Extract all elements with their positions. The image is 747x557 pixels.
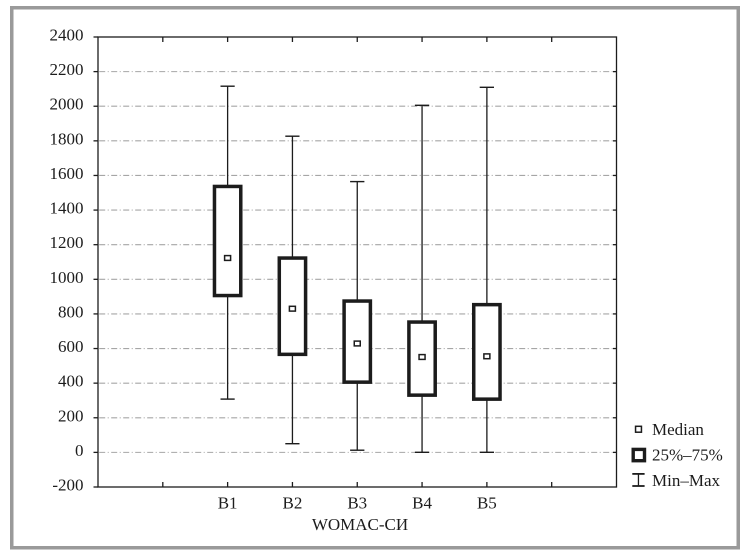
svg-text:-200: -200: [52, 476, 83, 495]
svg-text:WOMAC-СИ: WOMAC-СИ: [312, 515, 408, 534]
svg-text:25%–75%: 25%–75%: [652, 446, 723, 465]
svg-text:2000: 2000: [50, 95, 84, 114]
svg-text:В3: В3: [347, 494, 367, 513]
svg-text:1000: 1000: [50, 268, 84, 287]
svg-text:1600: 1600: [50, 164, 84, 183]
svg-text:2200: 2200: [50, 60, 84, 79]
svg-text:1400: 1400: [50, 199, 84, 218]
svg-text:2400: 2400: [50, 26, 84, 45]
svg-text:Median: Median: [652, 420, 704, 439]
svg-text:400: 400: [58, 372, 84, 391]
svg-text:В5: В5: [477, 494, 497, 513]
svg-text:800: 800: [58, 302, 84, 321]
svg-text:600: 600: [58, 337, 84, 356]
svg-text:200: 200: [58, 406, 84, 425]
svg-text:1800: 1800: [50, 129, 84, 148]
svg-text:Min–Max: Min–Max: [652, 471, 721, 490]
svg-text:В2: В2: [283, 494, 303, 513]
svg-text:В1: В1: [218, 494, 238, 513]
svg-text:0: 0: [75, 441, 84, 460]
svg-text:В4: В4: [412, 494, 432, 513]
svg-text:1200: 1200: [50, 233, 84, 252]
